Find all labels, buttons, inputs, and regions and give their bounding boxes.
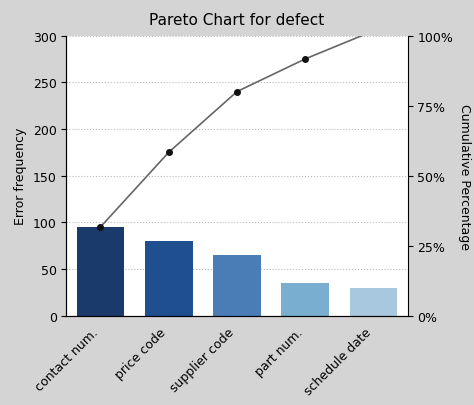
- Y-axis label: Cumulative Percentage: Cumulative Percentage: [458, 103, 471, 249]
- Bar: [350, 288, 397, 316]
- Title: Pareto Chart for defect: Pareto Chart for defect: [149, 13, 325, 28]
- Bar: [77, 228, 124, 316]
- Bar: [213, 256, 261, 316]
- Bar: [282, 284, 329, 316]
- Bar: [145, 241, 192, 316]
- Y-axis label: Error frequency: Error frequency: [14, 128, 27, 225]
